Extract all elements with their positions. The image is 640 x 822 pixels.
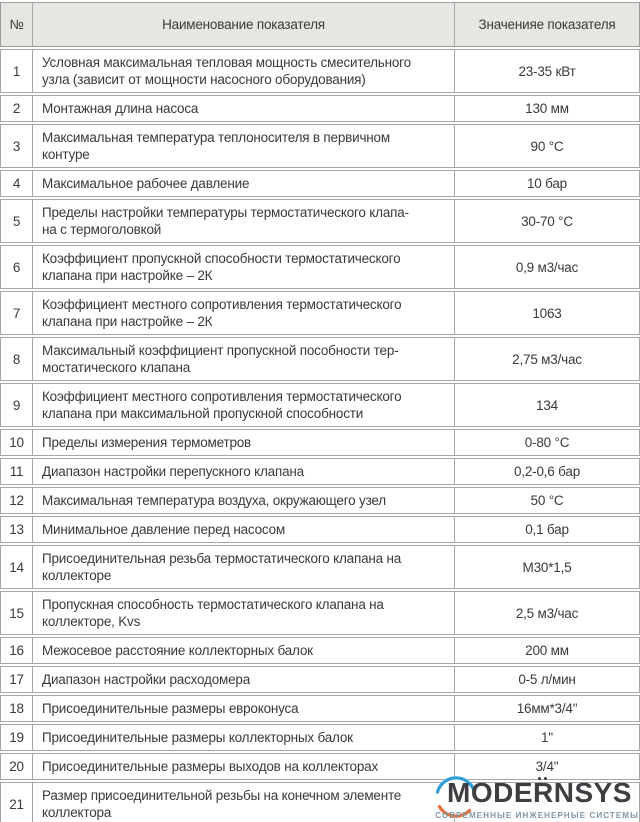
logo-swoosh-icon — [434, 775, 478, 819]
table-row: 12 Максимальная температура воздуха, окр… — [0, 487, 640, 514]
row-name: Монтажная длина насоса — [33, 96, 455, 121]
table-row: 8 Максимальный коэффициент пропускной по… — [0, 337, 640, 381]
row-number: 13 — [1, 517, 33, 542]
row-value: 0-5 л/мин — [518, 672, 576, 687]
row-value: 23-35 кВт — [518, 63, 576, 79]
row-number: 5 — [1, 200, 33, 242]
row-value: М30*1,5 — [522, 559, 572, 575]
row-name: Присоединительные размеры выходов на кол… — [33, 754, 455, 779]
row-value: 90 °С — [530, 138, 564, 154]
table-row: 16 Межосевое расстояние коллекторных бал… — [0, 637, 640, 664]
row-number: 17 — [1, 667, 33, 692]
row-number: 1 — [1, 50, 33, 92]
row-value: 1" — [541, 730, 553, 745]
table-row: 2 Монтажная длина насоса 130 мм — [0, 95, 640, 122]
row-number: 21 — [1, 783, 33, 822]
row-number: 16 — [1, 638, 33, 663]
row-value: 50 °С — [530, 493, 564, 508]
row-number: 3 — [1, 125, 33, 167]
table-row: 7 Коэффициент местного сопротивления тер… — [0, 291, 640, 335]
table-row: 10 Пределы измерения термометров 0-80 °С — [0, 429, 640, 456]
logo-tagline: СОВРЕМЕННЫЕ ИНЖЕНЕРНЫЕ СИСТЕМЫ — [435, 811, 639, 820]
row-value: 2,75 м3/час — [512, 351, 582, 367]
row-value: 2,5 м3/час — [515, 605, 579, 621]
row-number: 9 — [1, 384, 33, 426]
row-name: Присоединительные размеры евроконуса — [33, 696, 455, 721]
row-value: 10 бар — [526, 176, 567, 191]
table-row: 19 Присоединительные размеры коллекторны… — [0, 724, 640, 751]
table-row: 18 Присоединительные размеры евроконуса … — [0, 695, 640, 722]
row-value: 0-80 °С — [524, 435, 570, 450]
row-name: Коэффициент пропускной способности термо… — [33, 246, 455, 288]
row-name: Присоединительная резьба термостатическо… — [33, 546, 455, 588]
row-number: 19 — [1, 725, 33, 750]
row-number: 7 — [1, 292, 33, 334]
table-row: 17 Диапазон настройки расходомера 0-5 л/… — [0, 666, 640, 693]
row-name: Минимальное давление перед насосом — [33, 517, 455, 542]
row-number: 12 — [1, 488, 33, 513]
table-row: 5 Пределы настройки температуры термоста… — [0, 199, 640, 243]
table-row: 4 Максимальное рабочее давление 10 бар — [0, 170, 640, 197]
row-number: 20 — [1, 754, 33, 779]
row-value: 30-70 °С — [521, 213, 573, 229]
row-name: Условная максимальная тепловая мощность … — [33, 50, 455, 92]
row-name: Максимальный коэффициент пропускной посо… — [33, 338, 455, 380]
row-name: Максимальная температура теплоносителя в… — [33, 125, 455, 167]
table-row: 11 Диапазон настройки перепускного клапа… — [0, 458, 640, 485]
row-value: 130 мм — [525, 101, 569, 116]
header-name: Наименование показателя — [33, 3, 455, 46]
row-number: 11 — [1, 459, 33, 484]
header-number: № — [1, 3, 33, 46]
row-number: 6 — [1, 246, 33, 288]
row-name: Максимальное рабочее давление — [33, 171, 455, 196]
table-row: 13 Минимальное давление перед насосом 0,… — [0, 516, 640, 543]
row-name: Коэффициент местного сопротивления термо… — [33, 292, 455, 334]
row-number: 8 — [1, 338, 33, 380]
row-name: Коэффициент местного сопротивления термо… — [33, 384, 455, 426]
row-name: Диапазон настройки перепускного клапана — [33, 459, 455, 484]
row-number: 2 — [1, 96, 33, 121]
row-number: 4 — [1, 171, 33, 196]
row-value: 0,9 м3/час — [515, 259, 579, 275]
logo-brand-text: MODERNSYS — [447, 777, 632, 808]
logo-r-umlaut-dots — [538, 777, 547, 780]
row-name: Пропускная способность термостатического… — [33, 592, 455, 634]
table-row: 9 Коэффициент местного сопротивления тер… — [0, 383, 640, 427]
row-number: 10 — [1, 430, 33, 455]
row-value: 0,1 бар — [525, 522, 569, 537]
row-value: 134 — [536, 397, 558, 413]
row-name: Пределы измерения термометров — [33, 430, 455, 455]
row-number: 14 — [1, 546, 33, 588]
row-name: Присоединительные размеры коллекторных б… — [33, 725, 455, 750]
row-name: Размер присоединительной резьбы на конеч… — [33, 783, 455, 822]
row-value: 1063 — [532, 305, 562, 321]
header-value: Значенияе показателя — [478, 17, 616, 32]
table-header: № Наименование показателя Значенияе пока… — [0, 2, 640, 47]
row-number: 18 — [1, 696, 33, 721]
row-value: 200 мм — [525, 643, 569, 658]
table-row: 15 Пропускная способность термостатическ… — [0, 591, 640, 635]
row-value: 0,2-0,6 бар — [513, 464, 581, 479]
modernsys-logo: MODERNSYS СОВРЕМЕННЫЕ ИНЖЕНЕРНЫЕ СИСТЕМЫ — [430, 771, 640, 822]
table-row: 6 Коэффициент пропускной способности тер… — [0, 245, 640, 289]
row-value: 16мм*3/4" — [516, 701, 578, 716]
table-row: 1 Условная максимальная тепловая мощност… — [0, 49, 640, 93]
table-row: 3 Максимальная температура теплоносителя… — [0, 124, 640, 168]
row-name: Максимальная температура воздуха, окружа… — [33, 488, 455, 513]
row-name: Межосевое расстояние коллекторных балок — [33, 638, 455, 663]
row-name: Пределы настройки температуры термостати… — [33, 200, 455, 242]
row-value: 3/4" — [535, 759, 559, 774]
table-row: 20 Присоединительные размеры выходов на … — [0, 753, 640, 780]
table-row: 14 Присоединительная резьба термостатиче… — [0, 545, 640, 589]
row-name: Диапазон настройки расходомера — [33, 667, 455, 692]
row-number: 15 — [1, 592, 33, 634]
